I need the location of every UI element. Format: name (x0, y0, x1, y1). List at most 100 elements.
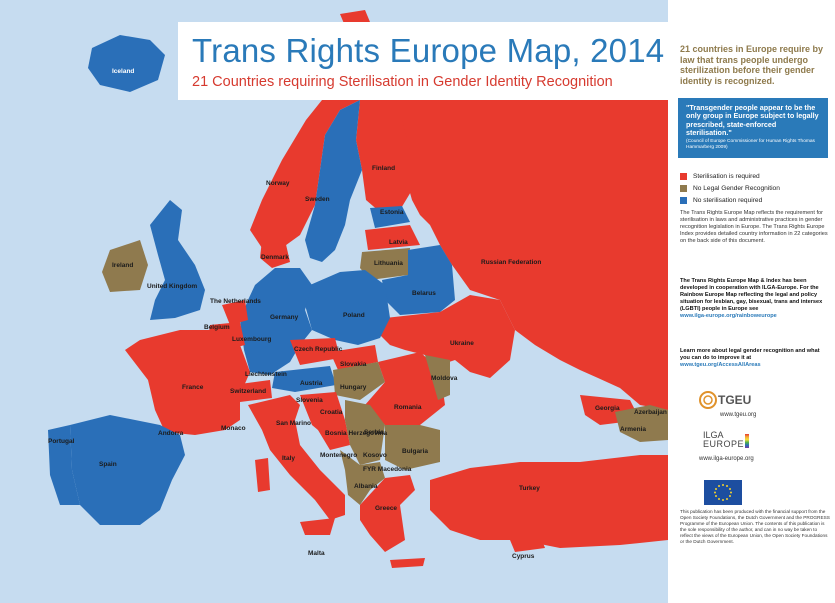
region-lithuania (360, 248, 410, 280)
label-france: France (182, 384, 204, 391)
label-romania: Romania (394, 404, 422, 411)
region-armenia-azerbaijan (615, 405, 668, 442)
region-czech (290, 338, 340, 365)
region-uk (150, 200, 205, 320)
label-monaco: Monaco (221, 425, 246, 432)
label-russia: Russian Federation (481, 259, 542, 266)
tgeu-access-link[interactable]: www.tgeu.org/AccessAllAreas (680, 362, 761, 369)
quote-text: "Transgender people appear to be the onl… (686, 103, 819, 138)
label-lithuania: Lithuania (374, 260, 403, 267)
legend-label: Sterilisation is required (693, 172, 760, 180)
label-slovakia: Slovakia (340, 361, 367, 368)
region-belarus (382, 245, 455, 315)
label-switzerland: Switzerland (230, 388, 267, 395)
ilga-logo-bottom: EUROPE (703, 439, 745, 449)
label-kosovo: Kosovo (363, 452, 387, 459)
label-austria: Austria (300, 380, 323, 387)
label-finland: Finland (372, 165, 396, 172)
tgeu-logo-text: TGEU (718, 393, 752, 407)
rainbow-bar-icon (745, 434, 749, 448)
legend-item: Sterilisation is required (680, 170, 780, 182)
region-ukraine (380, 295, 515, 378)
label-uk: United Kingdom (147, 283, 198, 290)
region-netherlands (222, 300, 248, 325)
ilga-logo-top: ILGA (703, 430, 724, 440)
region-crete (390, 558, 425, 568)
legend-swatch-no-recognition (680, 184, 687, 192)
label-armenia: Armenia (620, 426, 647, 433)
region-sardinia (255, 458, 270, 492)
region-cyprus (510, 535, 545, 552)
region-slovakia (330, 345, 378, 370)
label-albania: Albania (354, 483, 378, 490)
label-spain: Spain (99, 461, 117, 468)
label-norway: Norway (266, 180, 290, 187)
region-latvia (365, 225, 420, 250)
tgeu-url[interactable]: www.tgeu.org (720, 412, 757, 418)
region-switzerland (232, 380, 272, 402)
tgeu-logo: TGEU www.tgeu.org (698, 388, 758, 421)
headline-text: 21 countries in Europe require by law th… (680, 44, 824, 86)
region-russia (398, 40, 668, 410)
label-ukraine: Ukraine (450, 340, 474, 347)
label-belarus: Belarus (412, 290, 436, 297)
label-hungary: Hungary (340, 384, 367, 391)
label-belgium: Belgium (204, 324, 230, 331)
region-france (125, 330, 250, 435)
title-box: Trans Rights Europe Map, 2014 21 Countri… (178, 22, 668, 100)
label-iceland: Iceland (112, 68, 135, 75)
tgeu-logo-icon (699, 391, 717, 409)
region-norway (250, 62, 395, 248)
eu-stars (714, 484, 732, 501)
learn-more-paragraph: Learn more about legal gender recognitio… (680, 348, 828, 369)
learn-more-text: Learn more about legal gender recognitio… (680, 348, 820, 362)
label-germany: Germany (270, 314, 299, 321)
label-croatia: Croatia (320, 409, 343, 416)
legend-label: No sterilisation required (693, 196, 763, 204)
label-malta: Malta (308, 550, 325, 557)
description-paragraph: The Trans Rights Europe Map reflects the… (680, 210, 828, 245)
region-poland (305, 270, 390, 345)
funding-disclaimer: This publication has been produced with … (680, 509, 830, 544)
legend: Sterilisation is required No Legal Gende… (680, 170, 780, 206)
region-portugal (48, 425, 80, 505)
region-italy (248, 395, 345, 520)
region-bosnia (315, 420, 350, 450)
region-austria (272, 366, 336, 392)
label-cyprus: Cyprus (512, 553, 535, 560)
label-bosnia: Bosnia Herzegovina (325, 430, 388, 437)
label-macedonia: FYR Macedonia (363, 466, 412, 473)
side-panel: 21 countries in Europe require by law th… (668, 0, 835, 603)
ilga-url[interactable]: www.ilga-europe.org (699, 456, 754, 462)
legend-swatch-sterilisation (680, 172, 687, 180)
label-serbia: Serbia (364, 429, 384, 436)
legend-swatch-no-sterilisation (680, 196, 687, 204)
label-greece: Greece (375, 505, 398, 512)
page-subtitle: 21 Countries requiring Sterilisation in … (192, 74, 613, 90)
label-latvia: Latvia (389, 239, 408, 246)
label-denmark: Denmark (261, 254, 289, 261)
cooperation-text: The Trans Rights Europe Map & Index has … (680, 278, 823, 313)
region-sicily (300, 518, 335, 535)
label-czech: Czech Republic (294, 346, 343, 353)
legend-item: No Legal Gender Recognition (680, 182, 780, 194)
label-liechtenstein: Liechtenstein (245, 371, 287, 378)
region-denmark (260, 240, 290, 268)
label-turkey: Turkey (519, 485, 540, 492)
region-turkey (430, 455, 668, 548)
label-azerbaijan: Azerbaijan (634, 409, 667, 416)
region-serbia (345, 400, 385, 465)
eu-flag-icon (704, 480, 742, 505)
rainbow-europe-link[interactable]: www.ilga-europe.org/rainboweurope (680, 313, 777, 320)
label-poland: Poland (343, 312, 365, 319)
label-sanmarino: San Marino (276, 420, 312, 427)
region-spain (70, 415, 185, 525)
label-netherlands: The Netherlands (210, 298, 261, 305)
label-slovenia: Slovenia (296, 397, 323, 404)
label-andorra: Andorra (158, 430, 184, 437)
region-sweden (305, 100, 362, 262)
label-portugal: Portugal (48, 438, 75, 445)
region-estonia (370, 206, 410, 228)
label-italy: Italy (282, 455, 296, 462)
region-bulgaria (385, 425, 440, 470)
